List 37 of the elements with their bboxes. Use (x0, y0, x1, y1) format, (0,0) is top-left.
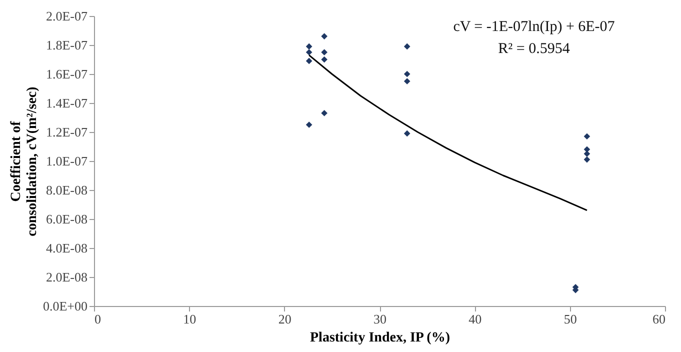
point (306, 58, 312, 64)
point (321, 49, 328, 56)
y-tick-label: 6.0E-08 (46, 212, 88, 226)
y-axis-title: Coefficient of consolidation, cV(m²/sec) (8, 86, 40, 236)
y-tick-label: 1.0E-07 (46, 154, 88, 168)
y-tick-label: 0.0E+00 (42, 298, 88, 314)
annotation: R² = 0.5954 (498, 41, 570, 57)
y-tick-label: 8.0E-08 (46, 182, 88, 198)
point (321, 110, 328, 116)
y-tick-label: 1.6E-07 (46, 66, 88, 82)
point (404, 43, 410, 50)
point (404, 70, 410, 78)
y-tick-label: 4.0E-08 (46, 240, 88, 256)
y-tick-label: 1.8E-07 (46, 38, 88, 52)
point (584, 150, 590, 157)
x-tick-label: 30 (374, 312, 386, 326)
y-tick-label: 1.4E-07 (46, 96, 88, 110)
point (404, 130, 410, 137)
point (584, 133, 590, 140)
y-tick-label: 1.2E-07 (46, 124, 88, 140)
x-tick-label: 50 (564, 312, 577, 326)
annotation: cV = -1E-07ln(Ip) + 6E-07 (453, 19, 616, 35)
point (306, 49, 312, 56)
x-tick-label: 40 (468, 312, 482, 326)
x-axis-title: Plasticity Index, IP (%) (310, 330, 450, 346)
x-tick-label: 20 (278, 312, 292, 326)
point (404, 78, 410, 84)
x-tick-label: 0 (94, 312, 101, 326)
point (306, 122, 312, 128)
point (306, 43, 312, 50)
y-tick-label: 2.0E-07 (46, 8, 88, 24)
x-tick-label: 60 (652, 312, 666, 326)
point (321, 33, 328, 40)
point (584, 156, 590, 163)
point (321, 56, 328, 63)
x-tick-label: 10 (183, 312, 196, 326)
y-tick-label: 2.0E-08 (46, 270, 88, 284)
